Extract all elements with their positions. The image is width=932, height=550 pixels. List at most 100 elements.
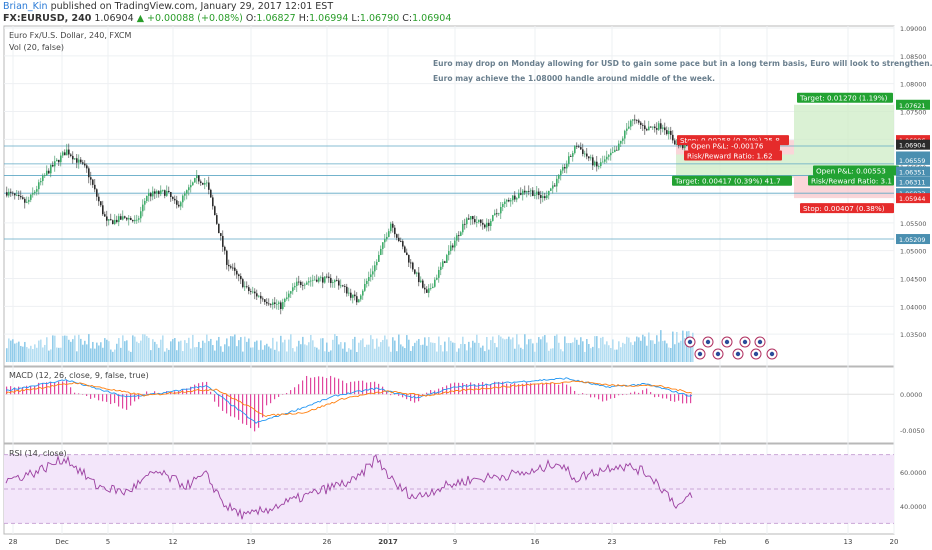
macd-histogram-bar: [526, 382, 528, 395]
candle-body: [258, 295, 260, 297]
candle-body: [240, 276, 242, 280]
candle-body: [554, 185, 556, 187]
macd-histogram-bar: [654, 394, 656, 398]
volume-bar: [326, 342, 328, 362]
volume-bar: [150, 350, 152, 362]
volume-bar: [16, 342, 18, 362]
candle-body: [26, 201, 28, 203]
volume-bar: [420, 345, 422, 362]
candle-body: [288, 293, 290, 298]
macd-histogram-bar: [82, 394, 84, 395]
volume-bar: [68, 339, 70, 362]
volume-bar: [540, 339, 542, 362]
macd-histogram-bar: [30, 386, 32, 395]
volume-bar: [536, 342, 538, 362]
volume-bar: [368, 344, 370, 362]
candle-body: [280, 302, 282, 309]
macd-histogram-bar: [490, 384, 492, 395]
volume-bar: [272, 337, 274, 362]
macd-histogram-bar: [386, 391, 388, 395]
volume-bar: [102, 347, 104, 362]
volume-bar: [6, 348, 8, 362]
volume-bar: [156, 344, 158, 362]
volume-bar: [530, 338, 532, 362]
volume-bar: [476, 334, 478, 362]
candle-body: [138, 218, 140, 220]
macd-histogram-bar: [246, 394, 248, 425]
volume-bar: [256, 340, 258, 362]
volume-bar: [588, 344, 590, 362]
macd-histogram-bar: [646, 388, 648, 395]
volume-bar: [640, 340, 642, 362]
candle-body: [474, 219, 476, 223]
volume-bar: [346, 351, 348, 362]
candle-body: [228, 264, 230, 267]
volume-bar: [488, 349, 490, 362]
candle-body: [512, 195, 514, 201]
volume-bar: [304, 344, 306, 362]
macd-histogram-bar: [530, 383, 532, 395]
volume-bar: [52, 335, 54, 362]
candle-body: [20, 196, 22, 198]
volume-bar: [10, 340, 12, 362]
volume-bar: [204, 342, 206, 362]
time-tick-label: 28: [9, 538, 18, 546]
candle-body: [438, 270, 440, 278]
volume-bar: [606, 341, 608, 362]
volume-bar: [422, 344, 424, 362]
short-rr-label: Risk/Reward Ratio: 1.62: [687, 151, 773, 160]
candle-body: [320, 277, 322, 279]
price-tick-label: 1.03500: [900, 331, 926, 339]
macd-histogram-bar: [34, 386, 36, 395]
author-link[interactable]: Brian_Kin: [3, 1, 48, 12]
annotation-line-1[interactable]: Euro may drop on Monday allowing for USD…: [433, 59, 932, 68]
volume-bar: [190, 348, 192, 362]
time-tick-label: 16: [531, 538, 540, 546]
candle-body: [358, 299, 360, 303]
candle-body: [24, 198, 26, 203]
open-label: O:: [245, 13, 257, 24]
volume-bar: [328, 351, 330, 362]
candle-body: [450, 245, 452, 252]
candle-body: [458, 235, 460, 237]
volume-bar: [386, 339, 388, 362]
volume-bar: [88, 334, 90, 362]
candle-body: [544, 196, 546, 199]
macd-histogram-bar: [394, 394, 396, 395]
volume-bar: [492, 336, 494, 362]
volume-bar: [330, 350, 332, 362]
volume-bar: [360, 340, 362, 362]
candle-body: [552, 185, 554, 189]
price-tag-entry: 1.06559: [899, 157, 925, 165]
candle-body: [644, 125, 646, 130]
annotation-line-2[interactable]: Euro may achieve the 1.08000 handle arou…: [433, 74, 715, 83]
volume-bar: [164, 351, 166, 362]
macd-histogram-bar: [142, 394, 144, 395]
macd-histogram-bar: [558, 384, 560, 395]
volume-bar: [112, 351, 114, 362]
volume-bar: [264, 345, 266, 362]
candle-body: [604, 159, 606, 162]
candle-body: [254, 291, 256, 294]
volume-bar: [284, 339, 286, 362]
volume-bar: [668, 347, 670, 362]
candle-body: [494, 213, 496, 216]
candle-body: [312, 279, 314, 281]
candle-body: [566, 163, 568, 169]
macd-histogram-bar: [630, 392, 632, 395]
candle-body: [380, 248, 382, 255]
volume-bar: [382, 339, 384, 362]
candle-body: [668, 130, 670, 135]
volume-bar: [418, 338, 420, 362]
candle-body: [410, 262, 412, 264]
volume-bar: [458, 348, 460, 362]
macd-histogram-bar: [214, 394, 216, 402]
candle-body: [658, 123, 660, 130]
short-target-label: Target: 0.00417 (0.39%) 41.7: [674, 176, 781, 185]
macd-histogram-bar: [114, 394, 116, 404]
macd-signal-line: [5, 380, 693, 418]
volume-bar: [36, 347, 38, 362]
candle-body: [232, 267, 234, 269]
price-tag-bg: [896, 154, 930, 165]
candle-body: [546, 195, 548, 199]
